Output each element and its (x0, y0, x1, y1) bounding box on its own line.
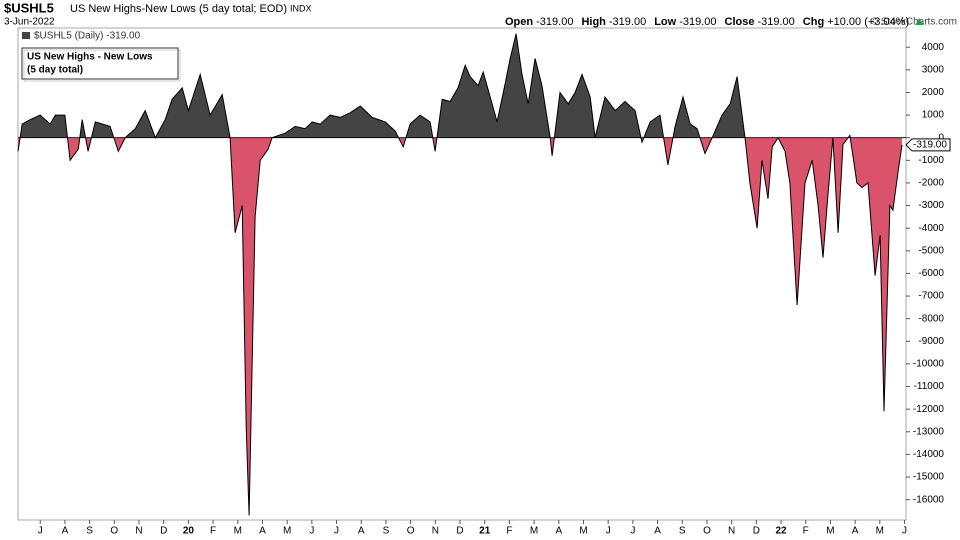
x-tick-label: O (703, 526, 711, 537)
x-tick-label: N (135, 526, 142, 537)
x-tick-label: J (606, 526, 611, 537)
x-tick-label: S (383, 526, 390, 537)
y-tick-label: 0 (938, 132, 944, 143)
x-tick-label: M (876, 526, 884, 537)
x-tick-label: J (902, 526, 907, 537)
x-tick-label: S (679, 526, 686, 537)
y-tick-label: -11000 (914, 381, 945, 392)
y-tick-label: -3000 (918, 200, 944, 211)
x-tick-label: D (753, 526, 760, 537)
x-tick-label: M (530, 526, 538, 537)
y-tick-label: -7000 (918, 291, 944, 302)
x-tick-label: F (803, 526, 809, 537)
x-tick-label: M (579, 526, 587, 537)
legend-line: $USHL5 (Daily) -319.00 (34, 31, 141, 42)
credit: © StockCharts.com (871, 17, 957, 28)
x-tick-label: M (826, 526, 834, 537)
y-tick-label: -15000 (913, 472, 945, 483)
y-tick-label: 4000 (922, 42, 945, 53)
note-line: (5 day total) (27, 65, 83, 76)
x-tick-label: M (234, 526, 242, 537)
note-line: US New Highs - New Lows (27, 52, 153, 63)
x-tick-label: J (309, 526, 314, 537)
x-tick-label: 21 (479, 526, 491, 537)
x-tick-label: A (555, 526, 562, 537)
y-tick-label: 1000 (922, 110, 945, 121)
exchange: INDX (290, 3, 312, 13)
y-tick-label: -13000 (913, 426, 945, 437)
series-line (17, 33, 903, 516)
x-tick-label: A (358, 526, 365, 537)
x-tick-label: N (728, 526, 735, 537)
symbol: $USHL5 (4, 0, 54, 15)
y-tick-label: -10000 (913, 359, 945, 370)
y-tick-label: 3000 (922, 64, 945, 75)
change-arrow (915, 18, 924, 25)
x-tick-label: J (38, 526, 43, 537)
stat-value: -319.00 (609, 16, 646, 28)
stat-name: Close (725, 16, 755, 28)
stat-value: +10.00 (+3.04%) (827, 16, 909, 28)
stat-value: -319.00 (679, 16, 716, 28)
x-tick-label: F (506, 526, 512, 537)
x-tick-label: J (630, 526, 635, 537)
x-tick-label: D (160, 526, 167, 537)
y-tick-label: -5000 (918, 245, 944, 256)
last-value-label: -319.00 (913, 140, 947, 151)
x-tick-label: N (432, 526, 439, 537)
stat-name: Low (654, 16, 676, 28)
x-tick-label: A (259, 526, 266, 537)
y-tick-label: -14000 (913, 449, 945, 460)
y-tick-label: -6000 (918, 268, 944, 279)
x-tick-label: F (210, 526, 216, 537)
legend-swatch (22, 32, 30, 39)
note-shadow (23, 49, 181, 82)
y-tick-label: 2000 (922, 87, 945, 98)
stat-name: Chg (803, 16, 824, 28)
x-tick-label: 20 (183, 526, 195, 537)
x-tick-label: A (62, 526, 69, 537)
stat-value: -319.00 (757, 16, 794, 28)
plot-frame (17, 27, 907, 521)
stat-name: High (581, 16, 606, 28)
last-value-tag (905, 138, 951, 152)
note-box (21, 47, 179, 80)
y-tick-label: -2000 (918, 178, 944, 189)
x-tick-label: A (654, 526, 661, 537)
stat-name: Open (505, 16, 533, 28)
y-tick-label: -1000 (918, 155, 944, 166)
date: 3-Jun-2022 (4, 17, 55, 28)
y-tick-label: -8000 (918, 313, 944, 324)
stat-value: -319.00 (536, 16, 573, 28)
x-tick-label: O (110, 526, 118, 537)
x-tick-label: A (852, 526, 859, 537)
y-tick-label: -16000 (913, 494, 945, 505)
x-tick-label: J (334, 526, 339, 537)
x-tick-label: D (456, 526, 463, 537)
description: US New Highs-New Lows (5 day total; EOD) (70, 3, 287, 15)
x-tick-label: S (86, 526, 93, 537)
positive-area (18, 33, 902, 138)
y-tick-label: -4000 (918, 223, 944, 234)
x-tick-label: O (407, 526, 415, 537)
x-tick-label: M (283, 526, 291, 537)
y-tick-label: -12000 (913, 404, 945, 415)
y-tick-label: -9000 (918, 336, 944, 347)
x-tick-label: 22 (775, 526, 787, 537)
